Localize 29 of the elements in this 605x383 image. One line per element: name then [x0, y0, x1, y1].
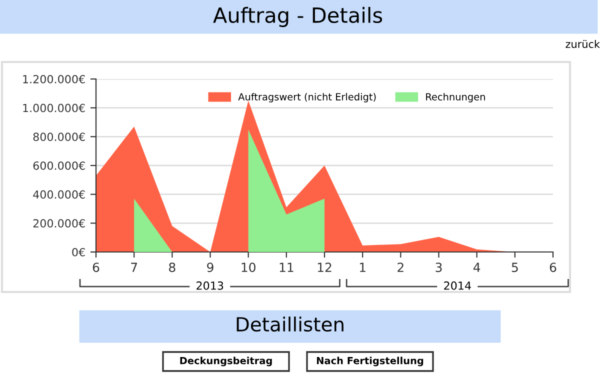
- x-tick-label: 7: [131, 262, 137, 272]
- y-tick-label: 800.000€: [33, 132, 85, 142]
- x-tick-label: 1: [360, 262, 366, 272]
- y-tick-label: 1.200.000€: [23, 74, 85, 84]
- chart-title: Auftrag - Details: [213, 6, 382, 28]
- y-tick-label: 200.000€: [33, 219, 85, 228]
- x-tick-label: 11: [280, 262, 294, 272]
- text: zurück: [566, 40, 600, 48]
- y-tick-label: 400.000€: [33, 190, 85, 199]
- y-tick-label: 0€: [72, 248, 85, 256]
- y-tick-label: 1.000.000€: [23, 104, 85, 112]
- y-tick-label: 600.000€: [33, 161, 85, 170]
- text: Deckungsbeitrag: [180, 356, 272, 366]
- x-tick-label: 6: [550, 262, 556, 272]
- text: Nach Fertigstellung: [316, 356, 424, 366]
- legend-label: Auftragswert (nicht Erledigt): [238, 92, 376, 102]
- text: 2013: [196, 281, 224, 290]
- text: Detaillisten: [236, 316, 344, 332]
- x-tick-label: 5: [512, 262, 518, 272]
- x-tick-label: 9: [207, 262, 214, 272]
- text: 2014: [444, 281, 471, 290]
- x-tick-label: 3: [436, 262, 442, 272]
- x-tick-label: 4: [473, 262, 480, 272]
- x-tick-label: 8: [169, 262, 176, 272]
- x-tick-label: 10: [242, 262, 256, 272]
- x-tick-label: 2: [398, 262, 404, 272]
- legend-label: Rechnungen: [426, 92, 485, 102]
- x-tick-label: 12: [318, 262, 332, 272]
- x-tick-label: 6: [92, 262, 100, 272]
